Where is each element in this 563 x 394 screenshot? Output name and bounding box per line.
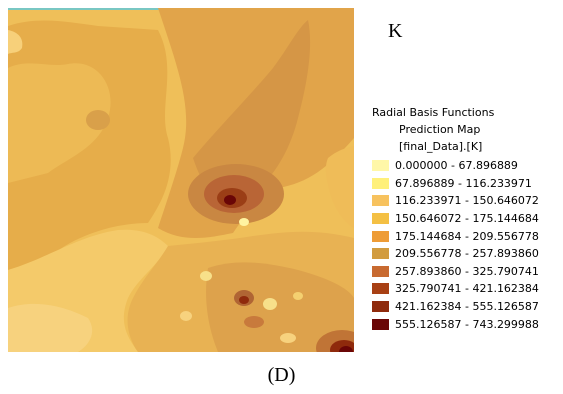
legend-label: 175.144684 - 209.556778 [395, 229, 539, 243]
spot-light-2 [293, 292, 303, 300]
peak-core [224, 195, 236, 205]
spot-light-5 [180, 311, 192, 321]
prediction-map-surface [8, 8, 354, 352]
legend-swatch [372, 230, 389, 242]
legend-swatch [372, 195, 389, 207]
region-bottom-dark [206, 262, 354, 352]
legend-swatch [372, 318, 389, 330]
legend-item: 257.893860 - 325.790741 [372, 263, 539, 281]
spot-bottom-1-core [239, 296, 249, 304]
legend-label: 421.162384 - 555.126587 [395, 300, 539, 314]
legend-item: 325.790741 - 421.162384 [372, 280, 539, 298]
legend-swatch [372, 160, 389, 172]
spot-light-1 [263, 298, 277, 310]
legend-label: 150.646072 - 175.144684 [395, 212, 539, 226]
spot-light-3 [280, 333, 296, 343]
region-corner-light [8, 30, 23, 54]
legend: Radial Basis Functions Prediction Map [f… [372, 104, 539, 333]
legend-swatch [372, 248, 389, 260]
legend-item: 150.646072 - 175.144684 [372, 210, 539, 228]
region-lowland-light [8, 303, 93, 352]
legend-item: 67.896889 - 116.233971 [372, 175, 539, 193]
legend-item: 116.233971 - 150.646072 [372, 192, 539, 210]
prediction-map [8, 8, 354, 352]
legend-item: 209.556778 - 257.893860 [372, 245, 539, 263]
legend-label: 67.896889 - 116.233971 [395, 176, 532, 190]
legend-item: 555.126587 - 743.299988 [372, 315, 539, 333]
figure-caption: (D) [267, 364, 296, 386]
spot-bottom-2 [244, 316, 264, 328]
light-spot-center [239, 218, 249, 226]
legend-item: 421.162384 - 555.126587 [372, 298, 539, 316]
legend-swatch [372, 301, 389, 313]
region-right-edge [325, 146, 354, 228]
legend-label: 0.000000 - 67.896889 [395, 159, 518, 173]
legend-item: 175.144684 - 209.556778 [372, 227, 539, 245]
legend-label: 325.790741 - 421.162384 [395, 282, 539, 296]
panel-letter: K [388, 20, 403, 42]
legend-item: 0.000000 - 67.896889 [372, 157, 539, 175]
legend-classes: 0.000000 - 67.896889 67.896889 - 116.2339… [372, 157, 539, 333]
legend-label: 116.233971 - 150.646072 [395, 194, 539, 208]
region-left-spot [86, 110, 110, 130]
region-ridge-core [193, 20, 311, 203]
spot-light-4 [200, 271, 212, 281]
legend-label: 555.126587 - 743.299988 [395, 317, 539, 331]
legend-title-line-1: Radial Basis Functions [372, 106, 495, 119]
peak-bottom-right-core [339, 346, 353, 352]
legend-label: 257.893860 - 325.790741 [395, 264, 539, 278]
legend-swatch [372, 177, 389, 189]
region-left-patch [8, 63, 111, 183]
legend-swatch [372, 265, 389, 277]
legend-title-line-2: Prediction Map [399, 123, 481, 136]
legend-swatch [372, 213, 389, 225]
legend-swatch [372, 283, 389, 295]
legend-label: 209.556778 - 257.893860 [395, 247, 539, 261]
legend-title-line-3: [final_Data].[K] [399, 140, 483, 153]
